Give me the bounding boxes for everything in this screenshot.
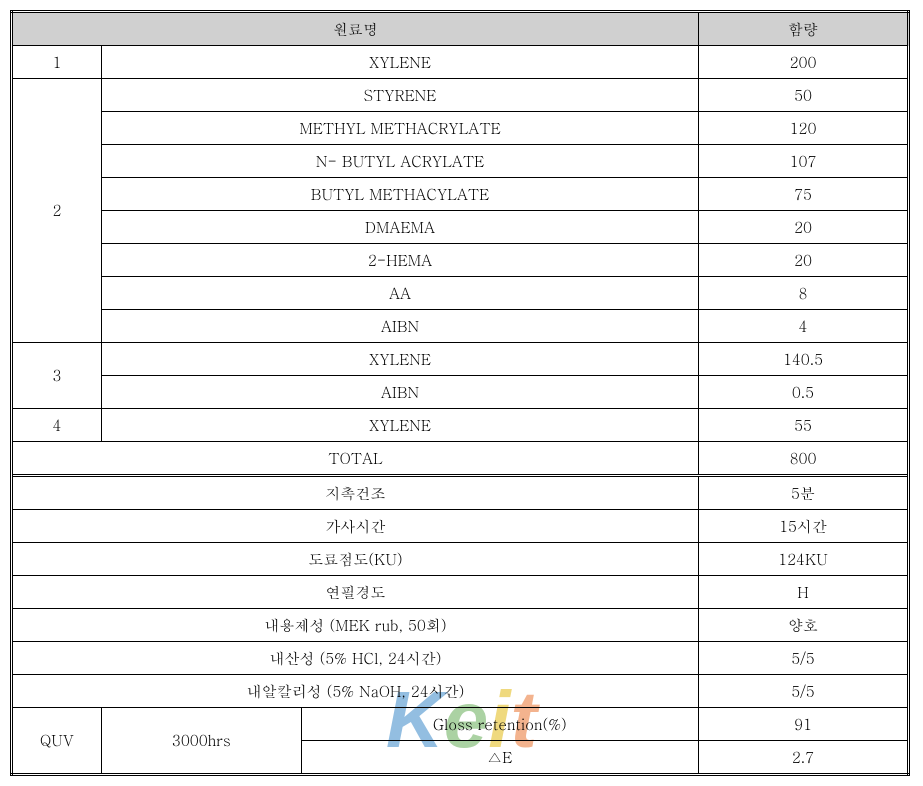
table-row: BUTYL METHACYLATE75 — [12, 178, 909, 211]
material-name: BUTYL METHACYLATE — [102, 178, 699, 211]
table-row: 내용제성 (MEK rub, 50회)양호 — [12, 609, 909, 642]
table-row: 지촉건조5분 — [12, 476, 909, 510]
property-value: 124KU — [699, 543, 909, 576]
quv-value: 91 — [699, 708, 909, 741]
quv-metric: △E — [301, 741, 698, 775]
total-label: TOTAL — [12, 442, 699, 476]
material-amount: 8 — [699, 277, 909, 310]
table-row: QUV3000hrsGloss retention(%)91 — [12, 708, 909, 741]
material-name: XYLENE — [102, 46, 699, 79]
material-name: DMAEMA — [102, 211, 699, 244]
group-index: 4 — [12, 409, 102, 442]
material-name: AIBN — [102, 310, 699, 343]
group-index: 3 — [12, 343, 102, 409]
property-value: H — [699, 576, 909, 609]
property-label: 내용제성 (MEK rub, 50회) — [12, 609, 699, 642]
table-row: DMAEMA20 — [12, 211, 909, 244]
property-value: 5분 — [699, 476, 909, 510]
quv-time: 3000hrs — [102, 708, 302, 775]
material-name: 2-HEMA — [102, 244, 699, 277]
table-row: TOTAL800 — [12, 442, 909, 476]
table-row: AA8 — [12, 277, 909, 310]
property-label: 내알칼리성 (5% NaOH, 24시간) — [12, 675, 699, 708]
material-name: STYRENE — [102, 79, 699, 112]
quv-label: QUV — [12, 708, 102, 775]
material-name: METHYL METHACRYLATE — [102, 112, 699, 145]
material-amount: 20 — [699, 211, 909, 244]
table-row: 2-HEMA20 — [12, 244, 909, 277]
total-amount: 800 — [699, 442, 909, 476]
property-label: 내산성 (5% HCl, 24시간) — [12, 642, 699, 675]
quv-metric: Gloss retention(%) — [301, 708, 698, 741]
property-label: 도료점도(KU) — [12, 543, 699, 576]
material-name: AIBN — [102, 376, 699, 409]
table-row: 내산성 (5% HCl, 24시간)5/5 — [12, 642, 909, 675]
table-row: 도료점도(KU)124KU — [12, 543, 909, 576]
material-amount: 200 — [699, 46, 909, 79]
header-name: 원료명 — [12, 12, 699, 46]
table-row: 연필경도H — [12, 576, 909, 609]
property-value: 15시간 — [699, 510, 909, 543]
table-row: 4XYLENE55 — [12, 409, 909, 442]
material-name: N- BUTYL ACRYLATE — [102, 145, 699, 178]
table-row: AIBN4 — [12, 310, 909, 343]
group-index: 1 — [12, 46, 102, 79]
table-row: N- BUTYL ACRYLATE107 — [12, 145, 909, 178]
material-amount: 107 — [699, 145, 909, 178]
material-amount: 55 — [699, 409, 909, 442]
table-row: 1XYLENE200 — [12, 46, 909, 79]
table-row: 2STYRENE50 — [12, 79, 909, 112]
material-amount: 20 — [699, 244, 909, 277]
table-row: 가사시간15시간 — [12, 510, 909, 543]
material-name: XYLENE — [102, 409, 699, 442]
material-amount: 4 — [699, 310, 909, 343]
material-amount: 75 — [699, 178, 909, 211]
material-amount: 140.5 — [699, 343, 909, 376]
property-label: 가사시간 — [12, 510, 699, 543]
property-label: 연필경도 — [12, 576, 699, 609]
property-value: 양호 — [699, 609, 909, 642]
table-row: METHYL METHACRYLATE120 — [12, 112, 909, 145]
material-amount: 0.5 — [699, 376, 909, 409]
table-row: AIBN0.5 — [12, 376, 909, 409]
material-name: AA — [102, 277, 699, 310]
table-row: 원료명함량 — [12, 12, 909, 46]
property-value: 5/5 — [699, 642, 909, 675]
property-label: 지촉건조 — [12, 476, 699, 510]
table-row: 3XYLENE140.5 — [12, 343, 909, 376]
material-name: XYLENE — [102, 343, 699, 376]
quv-value: 2.7 — [699, 741, 909, 775]
material-table: 원료명함량1XYLENE2002STYRENE50METHYL METHACRY… — [10, 10, 910, 776]
material-amount: 120 — [699, 112, 909, 145]
property-value: 5/5 — [699, 675, 909, 708]
material-amount: 50 — [699, 79, 909, 112]
header-amount: 함량 — [699, 12, 909, 46]
table-row: 내알칼리성 (5% NaOH, 24시간)5/5 — [12, 675, 909, 708]
group-index: 2 — [12, 79, 102, 343]
